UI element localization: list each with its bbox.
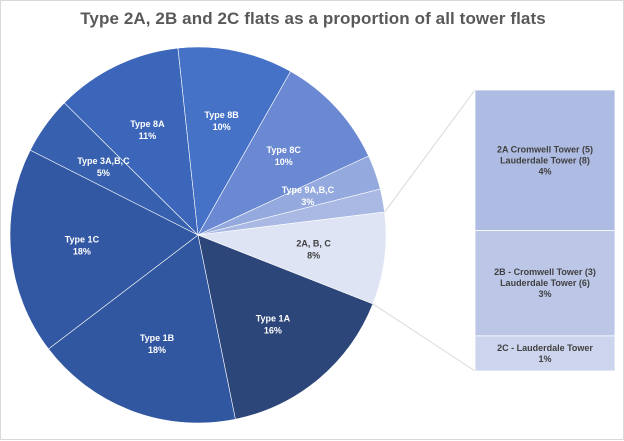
chart-title: Type 2A, 2B and 2C flats as a proportion… xyxy=(80,9,546,28)
slice-value-type-1c: 18% xyxy=(73,247,91,257)
slice-label-type-1a: Type 1A xyxy=(256,313,291,323)
connector-line-lower xyxy=(372,303,476,372)
breakdown-value-3: 1% xyxy=(538,354,551,364)
breakdown-label-2: 2B - Cromwell Tower (3) xyxy=(494,267,596,277)
slice-label-type-8a: Type 8A xyxy=(130,119,165,129)
slice-value-type-9a-b-c: 3% xyxy=(301,197,314,207)
slice-value-type-8c: 10% xyxy=(275,157,293,167)
slice-label-2a-b-c: 2A, B, C xyxy=(296,239,331,249)
breakdown-value-1: 4% xyxy=(538,166,551,176)
breakdown-label-1: Lauderdale Tower (8) xyxy=(500,155,590,165)
pie-slice-2a-b-c xyxy=(197,211,387,305)
slice-label-type-1b: Type 1B xyxy=(140,333,175,343)
breakdown-segment-3 xyxy=(474,335,616,372)
pie-slice-type-8a xyxy=(63,47,199,236)
connector-line-upper xyxy=(384,89,476,213)
slice-value-type-8b: 10% xyxy=(213,122,231,132)
slice-value-type-1a: 16% xyxy=(264,325,282,335)
pie-slice-type-1b xyxy=(48,234,236,424)
pie-slice-type-8b xyxy=(177,46,292,236)
breakdown-label-1: 2A Cromwell Tower (5) xyxy=(497,144,593,154)
pie-slice-type-8c xyxy=(197,71,370,236)
slice-value-type-3a-b-c: 5% xyxy=(97,168,110,178)
slice-value-type-1b: 18% xyxy=(148,345,166,355)
slice-label-type-8b: Type 8B xyxy=(204,110,239,120)
pie-slice-type-1a xyxy=(197,234,374,420)
breakdown-segment-1 xyxy=(474,89,616,231)
breakdown-label-3: 2C - Lauderdale Tower xyxy=(497,343,593,353)
slice-value-type-8a: 11% xyxy=(139,131,157,141)
breakdown-value-2: 3% xyxy=(538,289,551,299)
breakdown-label-2: Lauderdale Tower (6) xyxy=(500,278,590,288)
slice-label-type-1c: Type 1C xyxy=(65,235,100,245)
pie-slice-type-1c xyxy=(9,149,199,350)
slice-label-type-3a-b-c: Type 3A,B,C xyxy=(77,156,130,166)
breakdown-segment-2 xyxy=(474,230,616,337)
slice-label-type-9a-b-c: Type 9A,B,C xyxy=(282,185,335,195)
slice-value-2a-b-c: 8% xyxy=(307,251,320,261)
slice-label-type-8c: Type 8C xyxy=(267,145,302,155)
